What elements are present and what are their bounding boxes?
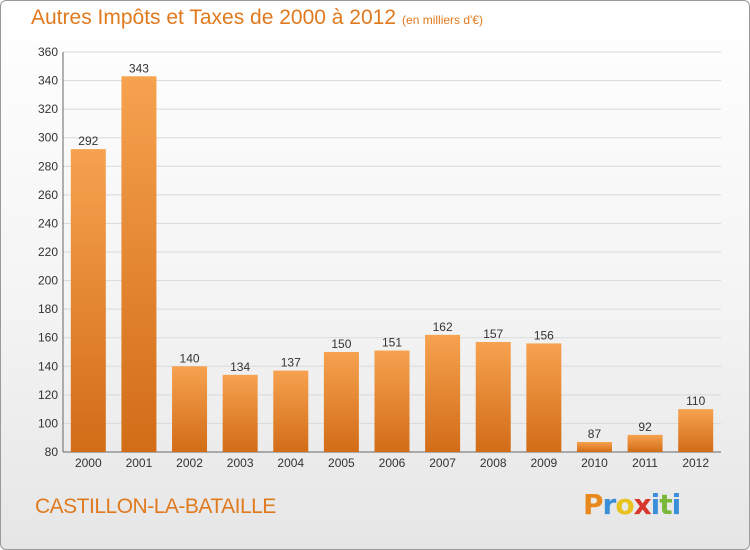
value-label: 162 bbox=[433, 320, 453, 334]
logo-letter: P bbox=[583, 488, 604, 521]
x-tick-label: 2004 bbox=[277, 456, 304, 470]
y-tick-label: 260 bbox=[38, 188, 58, 202]
value-label: 140 bbox=[180, 351, 200, 365]
bar bbox=[576, 442, 612, 452]
logo-letter: r bbox=[602, 488, 617, 521]
bar bbox=[172, 366, 208, 452]
bar bbox=[374, 350, 410, 452]
bar bbox=[323, 352, 359, 452]
x-tick-label: 2000 bbox=[75, 456, 102, 470]
value-label: 134 bbox=[230, 360, 250, 374]
logo-letter: x bbox=[633, 488, 652, 521]
logo-letter: t bbox=[659, 488, 672, 521]
bar bbox=[678, 409, 714, 452]
bar bbox=[70, 149, 106, 452]
value-label: 343 bbox=[129, 61, 149, 75]
logo-letter: o bbox=[615, 488, 634, 521]
value-label: 150 bbox=[331, 337, 351, 351]
bar bbox=[627, 434, 663, 452]
y-tick-label: 240 bbox=[38, 216, 58, 230]
y-tick-label: 360 bbox=[38, 45, 58, 59]
bar bbox=[425, 334, 461, 452]
x-tick-label: 2011 bbox=[632, 456, 658, 470]
value-label: 156 bbox=[534, 328, 554, 342]
y-tick-label: 320 bbox=[38, 102, 58, 116]
value-label: 87 bbox=[588, 427, 602, 441]
x-tick-label: 2003 bbox=[227, 456, 254, 470]
y-tick-label: 300 bbox=[38, 131, 58, 145]
y-tick-label: 160 bbox=[38, 331, 58, 345]
value-label: 157 bbox=[483, 327, 503, 341]
bar bbox=[121, 76, 157, 453]
bar bbox=[475, 342, 511, 452]
logo-letter: i bbox=[650, 488, 661, 521]
y-tick-label: 340 bbox=[38, 74, 58, 88]
y-tick-label: 100 bbox=[38, 416, 58, 430]
x-tick-label: 2009 bbox=[530, 456, 557, 470]
bar bbox=[273, 370, 309, 452]
chart-title: Autres Impôts et Taxes de 2000 à 2012 (en… bbox=[31, 6, 483, 30]
bars bbox=[70, 76, 714, 453]
x-tick-label: 2010 bbox=[581, 456, 608, 470]
proxiti-logo: Proxiti bbox=[583, 488, 682, 521]
y-tick-label: 220 bbox=[38, 245, 58, 259]
commune-name: CASTILLON-LA-BATAILLE bbox=[35, 495, 276, 518]
y-tick-label: 200 bbox=[38, 274, 58, 288]
x-tick-label: 2001 bbox=[126, 456, 153, 470]
value-labels: 292 343 140 134 137 150 151 162 157 156 87 92 110 bbox=[78, 61, 705, 441]
bar bbox=[526, 343, 562, 452]
y-tick-labels: 80 100 120 140 160 180 200 220 240 260 280 300 320 34… bbox=[38, 45, 58, 459]
y-tick-label: 80 bbox=[45, 445, 59, 459]
y-tick-label: 140 bbox=[38, 359, 58, 373]
chart-title-text: Autres Impôts et Taxes de 2000 à 2012 bbox=[31, 6, 397, 29]
x-tick-label: 2008 bbox=[480, 456, 507, 470]
value-label: 151 bbox=[382, 336, 402, 350]
bar bbox=[222, 374, 258, 452]
value-label: 92 bbox=[638, 420, 652, 434]
x-tick-label: 2007 bbox=[429, 456, 456, 470]
y-tick-label: 180 bbox=[38, 302, 58, 316]
grid-lines bbox=[63, 51, 721, 453]
y-tick-label: 120 bbox=[38, 388, 58, 402]
y-tick-label: 280 bbox=[38, 159, 58, 173]
value-label: 137 bbox=[281, 356, 301, 370]
x-tick-label: 2006 bbox=[379, 456, 406, 470]
x-tick-label: 2002 bbox=[176, 456, 203, 470]
x-tick-label: 2012 bbox=[682, 456, 709, 470]
value-label: 110 bbox=[686, 394, 705, 408]
logo-letter: i bbox=[671, 488, 682, 521]
x-tick-label: 2005 bbox=[328, 456, 355, 470]
value-label: 292 bbox=[78, 134, 98, 148]
x-tick-labels: 2000 2001 2002 2003 2004 2005 2006 2007 2008 2009… bbox=[75, 456, 709, 470]
chart-unit: (en milliers d'€) bbox=[402, 13, 484, 27]
